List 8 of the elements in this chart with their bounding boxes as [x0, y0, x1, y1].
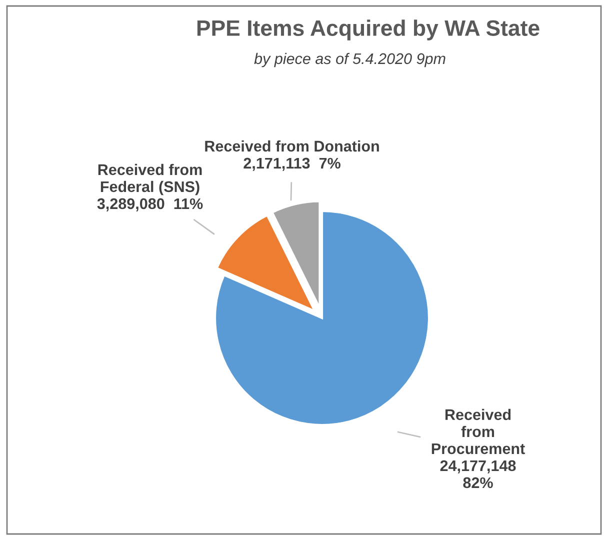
slice-label: Received from Procurement — [432, 408, 525, 454]
data-label: 3,289,080 11% — [97, 198, 203, 212]
slice-label: Received from Donation — [205, 140, 379, 152]
chart-subtitle: by piece as of 5.4.2020 9pm — [254, 52, 446, 68]
slice-label: Received from Federal (SNS) — [98, 164, 202, 196]
data-label: 24,177,148 82% — [440, 460, 516, 488]
data-label: 2,171,113 7% — [244, 158, 340, 171]
chart-title: PPE Items Acquired by WA State — [197, 20, 540, 40]
